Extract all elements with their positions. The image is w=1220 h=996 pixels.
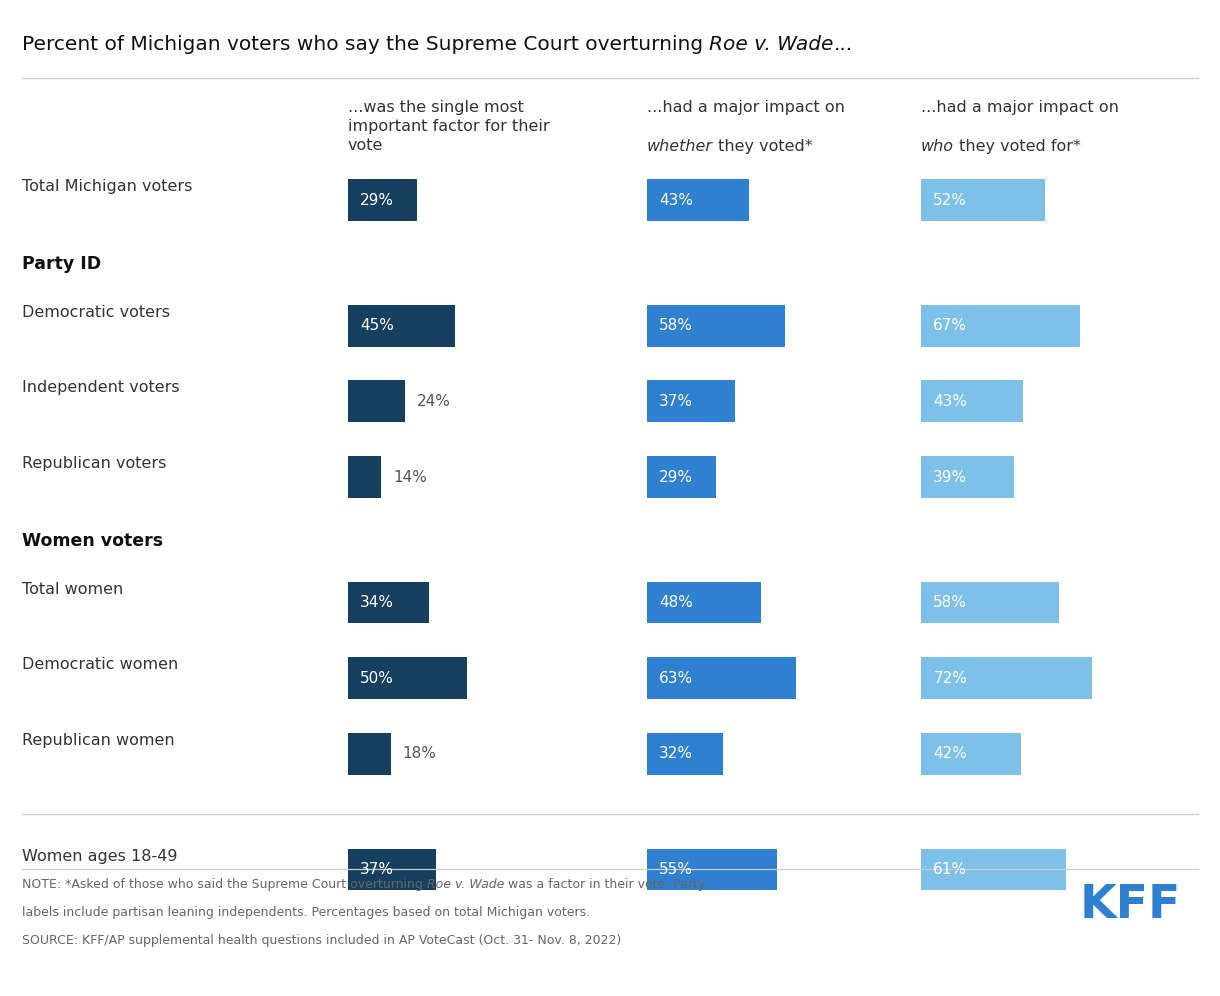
- Text: was a factor in their vote. Party: was a factor in their vote. Party: [504, 878, 705, 891]
- Text: 50%: 50%: [360, 670, 394, 686]
- Bar: [921, 179, 1044, 221]
- Text: 48%: 48%: [659, 595, 693, 611]
- Text: Republican voters: Republican voters: [22, 456, 166, 471]
- Bar: [647, 380, 734, 422]
- Text: who: who: [921, 139, 954, 154]
- Text: 61%: 61%: [933, 862, 967, 877]
- Text: 42%: 42%: [933, 746, 967, 762]
- Text: Percent of Michigan voters who say the Supreme Court overturning: Percent of Michigan voters who say the S…: [22, 35, 710, 54]
- Text: 18%: 18%: [403, 746, 437, 762]
- Text: Democratic voters: Democratic voters: [22, 305, 170, 320]
- Bar: [921, 733, 1021, 775]
- Text: ...: ...: [833, 35, 853, 54]
- Bar: [647, 849, 777, 890]
- Text: Roe v. Wade: Roe v. Wade: [427, 878, 504, 891]
- Text: Women voters: Women voters: [22, 532, 163, 550]
- Text: 67%: 67%: [933, 318, 967, 334]
- Text: 37%: 37%: [659, 393, 693, 409]
- Bar: [921, 582, 1059, 623]
- Text: Party ID: Party ID: [22, 255, 101, 273]
- Bar: [348, 849, 436, 890]
- Bar: [647, 179, 749, 221]
- Text: 52%: 52%: [933, 192, 967, 208]
- Bar: [348, 179, 417, 221]
- Text: Roe v. Wade: Roe v. Wade: [710, 35, 833, 54]
- Bar: [921, 380, 1024, 422]
- Text: Democratic women: Democratic women: [22, 657, 178, 672]
- Text: labels include partisan leaning independents. Percentages based on total Michiga: labels include partisan leaning independ…: [22, 906, 590, 919]
- Text: ...had a major impact on: ...had a major impact on: [921, 100, 1119, 115]
- Bar: [921, 657, 1092, 699]
- Text: 45%: 45%: [360, 318, 394, 334]
- Bar: [348, 657, 466, 699]
- Bar: [348, 456, 381, 498]
- Text: 29%: 29%: [360, 192, 394, 208]
- Text: 43%: 43%: [933, 393, 967, 409]
- Text: Independent voters: Independent voters: [22, 380, 179, 395]
- Text: ...had a major impact on: ...had a major impact on: [647, 100, 844, 115]
- Text: Women ages 18-49: Women ages 18-49: [22, 849, 177, 864]
- Text: 29%: 29%: [659, 469, 693, 485]
- Text: whether: whether: [647, 139, 712, 154]
- Text: NOTE: *Asked of those who said the Supreme Court overturning: NOTE: *Asked of those who said the Supre…: [22, 878, 427, 891]
- Text: 58%: 58%: [659, 318, 693, 334]
- Text: they voted for*: they voted for*: [954, 139, 1081, 154]
- Bar: [348, 733, 390, 775]
- Text: 43%: 43%: [659, 192, 693, 208]
- Text: they voted*: they voted*: [712, 139, 813, 154]
- Text: Total women: Total women: [22, 582, 123, 597]
- Bar: [921, 849, 1066, 890]
- Bar: [348, 380, 405, 422]
- Text: Republican women: Republican women: [22, 733, 174, 748]
- Text: 55%: 55%: [659, 862, 693, 877]
- Text: ...was the single most
important factor for their
vote: ...was the single most important factor …: [348, 100, 549, 153]
- Bar: [348, 582, 428, 623]
- Bar: [647, 582, 761, 623]
- Text: Total Michigan voters: Total Michigan voters: [22, 179, 193, 194]
- Text: KFF: KFF: [1080, 883, 1181, 928]
- Text: 39%: 39%: [933, 469, 967, 485]
- Text: 37%: 37%: [360, 862, 394, 877]
- Bar: [647, 305, 784, 347]
- Text: 14%: 14%: [393, 469, 427, 485]
- Text: 63%: 63%: [659, 670, 693, 686]
- Text: 34%: 34%: [360, 595, 394, 611]
- Bar: [921, 305, 1081, 347]
- Bar: [647, 456, 716, 498]
- Text: 58%: 58%: [933, 595, 967, 611]
- Bar: [647, 657, 797, 699]
- Bar: [348, 305, 455, 347]
- Text: 32%: 32%: [659, 746, 693, 762]
- Text: 24%: 24%: [417, 393, 451, 409]
- Bar: [647, 733, 722, 775]
- Text: SOURCE: KFF/AP supplemental health questions included in AP VoteCast (Oct. 31- N: SOURCE: KFF/AP supplemental health quest…: [22, 934, 621, 947]
- Text: 72%: 72%: [933, 670, 967, 686]
- Bar: [921, 456, 1014, 498]
